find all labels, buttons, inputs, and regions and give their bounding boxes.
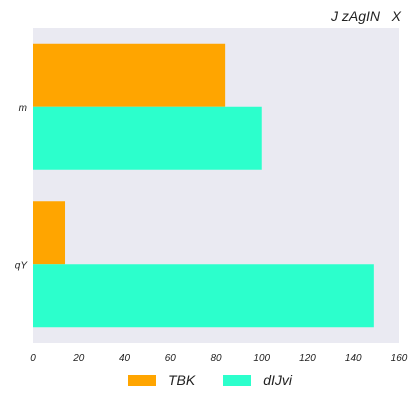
x-tick-label-2: 40: [119, 353, 131, 364]
y-tick-label-1: qY: [15, 260, 29, 271]
x-tick-label-0: 0: [30, 353, 36, 364]
legend-swatch-0: [128, 375, 156, 386]
x-tick-label-4: 80: [210, 353, 222, 364]
x-tick-label-6: 120: [299, 353, 316, 364]
x-tick-label-3: 60: [165, 353, 177, 364]
legend-label-0: TBK: [168, 372, 195, 388]
legend-swatch-1: [223, 375, 251, 386]
x-tick-label-1: 20: [72, 353, 85, 364]
legend-label-1: dIJvi: [263, 372, 292, 388]
bar-TBK-qY: [33, 201, 65, 264]
y-tick-label-0: m: [19, 103, 27, 114]
bar-dIJvi-m: [33, 107, 262, 170]
x-tick-label-7: 140: [345, 353, 362, 364]
bar-dIJvi-qY: [33, 264, 374, 327]
x-axis: 0 20 40 60 80 100 120 140 160: [30, 353, 408, 364]
legend-item-0: TBK: [128, 372, 195, 388]
x-tick-label-5: 100: [253, 353, 270, 364]
legend: TBK dIJvi: [0, 372, 420, 388]
x-tick-label-8: 160: [391, 353, 408, 364]
y-axis: m qY: [15, 103, 29, 272]
bar-TBK-m: [33, 44, 225, 107]
legend-item-1: dIJvi: [223, 372, 292, 388]
